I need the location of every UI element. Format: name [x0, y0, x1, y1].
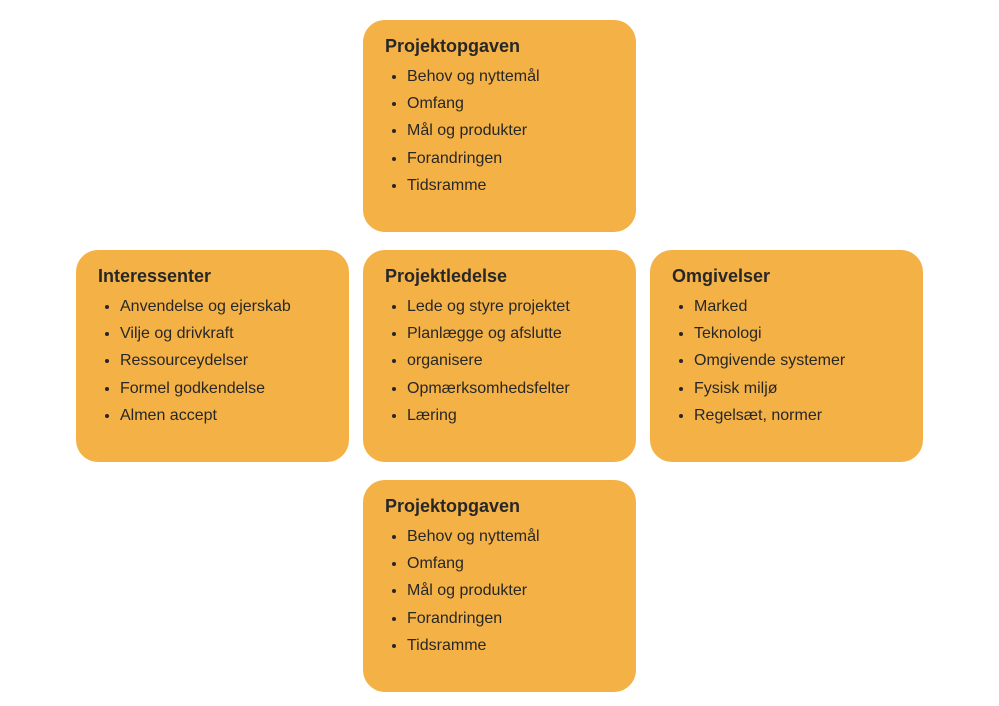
list-item: Opmærksomhedsfelter [407, 377, 618, 400]
list-item: Læring [407, 404, 618, 427]
list-item: Marked [694, 295, 905, 318]
list-item: Tidsramme [407, 634, 618, 657]
box-bottom: Projektopgaven Behov og nyttemål Omfang … [363, 480, 636, 692]
list-item: Regelsæt, normer [694, 404, 905, 427]
box-right-list: Marked Teknologi Omgivende systemer Fysi… [672, 295, 905, 427]
box-left: Interessenter Anvendelse og ejerskab Vil… [76, 250, 349, 462]
list-item: Teknologi [694, 322, 905, 345]
list-item: Behov og nyttemål [407, 525, 618, 548]
list-item: Vilje og drivkraft [120, 322, 331, 345]
list-item: Mål og produkter [407, 119, 618, 142]
list-item: organisere [407, 349, 618, 372]
box-right: Omgivelser Marked Teknologi Omgivende sy… [650, 250, 923, 462]
list-item: Lede og styre projektet [407, 295, 618, 318]
list-item: Mål og produkter [407, 579, 618, 602]
list-item: Omgivende systemer [694, 349, 905, 372]
list-item: Forandringen [407, 607, 618, 630]
list-item: Ressourceydelser [120, 349, 331, 372]
list-item: Tidsramme [407, 174, 618, 197]
list-item: Formel godkendelse [120, 377, 331, 400]
list-item: Behov og nyttemål [407, 65, 618, 88]
list-item: Planlægge og afslutte [407, 322, 618, 345]
list-item: Fysisk miljø [694, 377, 905, 400]
box-bottom-title: Projektopgaven [385, 496, 618, 517]
box-top-list: Behov og nyttemål Omfang Mål og produkte… [385, 65, 618, 197]
list-item: Omfang [407, 552, 618, 575]
box-bottom-list: Behov og nyttemål Omfang Mål og produkte… [385, 525, 618, 657]
box-top: Projektopgaven Behov og nyttemål Omfang … [363, 20, 636, 232]
box-center-list: Lede og styre projektet Planlægge og afs… [385, 295, 618, 427]
list-item: Anvendelse og ejerskab [120, 295, 331, 318]
box-left-list: Anvendelse og ejerskab Vilje og drivkraf… [98, 295, 331, 427]
list-item: Omfang [407, 92, 618, 115]
box-left-title: Interessenter [98, 266, 331, 287]
list-item: Almen accept [120, 404, 331, 427]
diagram-canvas: Projektopgaven Behov og nyttemål Omfang … [0, 0, 999, 706]
list-item: Forandringen [407, 147, 618, 170]
box-top-title: Projektopgaven [385, 36, 618, 57]
box-center-title: Projektledelse [385, 266, 618, 287]
box-center: Projektledelse Lede og styre projektet P… [363, 250, 636, 462]
box-right-title: Omgivelser [672, 266, 905, 287]
